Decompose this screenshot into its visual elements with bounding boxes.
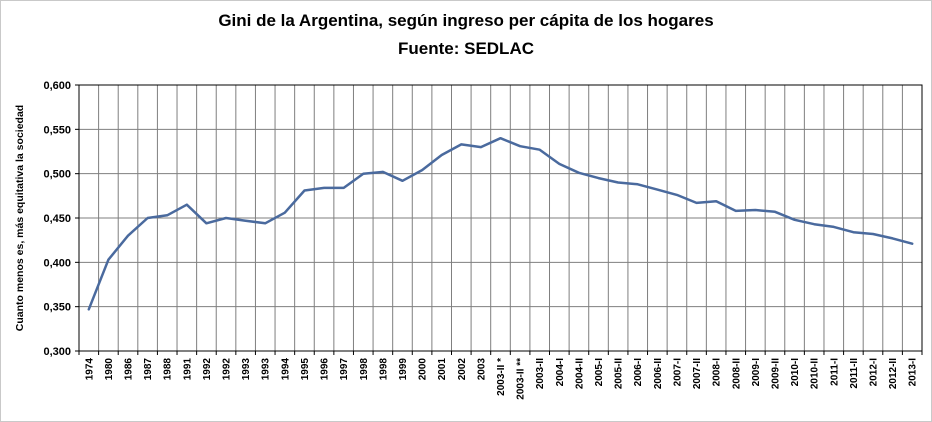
y-tick-label: 0,300 (43, 346, 71, 358)
x-category-label: 1994 (280, 358, 291, 381)
x-category-label: 1999 (398, 358, 409, 381)
x-category-label: 1997 (339, 358, 350, 381)
plot-border (78, 84, 923, 352)
x-category-label: 2013-I (908, 358, 919, 387)
x-category-label: 2006-I (633, 358, 644, 387)
x-category-label: 1998 (378, 358, 389, 381)
x-category-label: 2006-II (653, 358, 664, 389)
x-category-label: 1998 (359, 358, 370, 381)
x-category-label: 2008-I (712, 358, 723, 387)
x-category-label: 1993 (261, 358, 272, 381)
x-category-label: 2003-II * (496, 358, 507, 396)
gini-series-line (87, 136, 914, 311)
x-category-label: 1986 (124, 358, 135, 381)
x-category-label: 2002 (457, 358, 468, 381)
x-category-label: 1992 (222, 358, 233, 381)
chart-header: Gini de la Argentina, según ingreso per … (1, 7, 931, 63)
x-category-label: 2012-II (888, 358, 899, 389)
x-category-label: 2001 (437, 358, 448, 381)
x-category-label: 1987 (143, 358, 154, 381)
chart-title: Gini de la Argentina, según ingreso per … (218, 11, 714, 30)
chart-subtitle: Fuente: SEDLAC (398, 39, 534, 59)
y-tick-label: 0,600 (43, 80, 71, 92)
x-category-label: 2004-I (555, 358, 566, 387)
x-category-label: 2010-II (810, 358, 821, 389)
x-category-label: 2003-II ** (516, 358, 527, 400)
x-category-label: 1993 (241, 358, 252, 381)
x-category-label: 2011-I (829, 358, 840, 386)
x-category-label: 2012-I (868, 358, 879, 387)
x-category-label: 2009-II (770, 358, 781, 389)
x-category-label: 1974 (84, 358, 95, 381)
x-category-label: 2004-II (574, 358, 585, 389)
x-category-label: 2010-I (790, 358, 801, 387)
y-tick-label: 0,450 (43, 213, 71, 225)
x-category-label: 2005-I (594, 358, 605, 387)
x-category-label: 1995 (300, 358, 311, 381)
y-tick-label: 0,550 (43, 124, 71, 136)
x-category-label: 2003-II (535, 358, 546, 389)
y-tick-label: 0,350 (43, 302, 71, 314)
x-category-label: 2007-I (672, 358, 683, 387)
x-category-label: 1996 (320, 358, 331, 381)
x-category-label: 1991 (182, 358, 193, 381)
x-category-label: 2000 (418, 358, 429, 381)
x-category-label: 1980 (104, 358, 115, 381)
x-category-label: 1988 (163, 358, 174, 381)
x-category-label: 2008-II (731, 358, 742, 389)
x-category-label: 2003 (476, 358, 487, 381)
x-category-label: 1992 (202, 358, 213, 381)
x-category-label: 2011-II (849, 358, 860, 389)
x-category-label: 2005-II (614, 358, 625, 389)
x-category-label: 2007-II (692, 358, 703, 389)
y-axis-title: Cuanto menos es, más equitativa la socie… (14, 105, 26, 331)
y-tick-label: 0,500 (43, 169, 71, 181)
y-tick-label: 0,400 (43, 257, 71, 269)
x-category-label: 2009-I (751, 358, 762, 387)
